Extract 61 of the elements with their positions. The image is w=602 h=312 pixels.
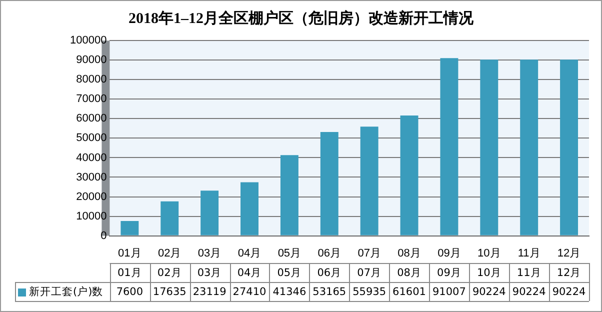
category-label: 04月	[237, 267, 262, 280]
bar	[560, 60, 578, 236]
bar	[200, 190, 219, 236]
x-tick-label: 06月	[318, 247, 342, 260]
y-tick-label: 10000	[76, 210, 107, 222]
x-tick-label: 12月	[557, 247, 581, 260]
bar	[240, 182, 258, 236]
category-label: 08月	[397, 267, 422, 280]
category-label: 03月	[197, 267, 222, 280]
y-tick-label: 30000	[76, 171, 107, 184]
category-label: 01月	[117, 267, 142, 280]
data-label: 41346	[272, 286, 306, 298]
category-label: 05月	[277, 267, 302, 280]
y-tick-label: 80000	[76, 74, 107, 86]
x-tick-label: 04月	[238, 247, 262, 260]
y-tick-label: 0	[100, 230, 107, 242]
data-label: 91007	[432, 286, 466, 298]
y-tick-label: 50000	[76, 132, 107, 144]
data-label: 55935	[352, 286, 386, 298]
category-label: 10月	[476, 267, 502, 280]
data-label: 7600	[116, 286, 144, 298]
category-label: 11月	[516, 267, 542, 280]
x-tick-label: 09月	[438, 247, 461, 260]
y-tick-label: 20000	[76, 190, 107, 203]
bar	[520, 60, 538, 236]
bar	[120, 220, 139, 236]
x-tick-label: 05月	[278, 247, 302, 260]
bar	[440, 58, 458, 236]
y-tick-label: 70000	[76, 93, 107, 106]
legend-label: 新开工套(户)数	[29, 285, 104, 298]
data-label: 61601	[392, 286, 426, 298]
x-tick-label: 07月	[358, 247, 381, 260]
data-label: 17635	[152, 286, 186, 298]
x-tick-label: 08月	[398, 247, 421, 260]
bar	[480, 60, 498, 236]
x-tick-label: 10月	[478, 247, 501, 260]
category-label: 09月	[437, 267, 462, 280]
bar	[280, 155, 298, 236]
data-label: 90224	[552, 286, 586, 298]
x-tick-label: 11月	[518, 247, 540, 260]
y-tick-label: 40000	[76, 152, 107, 164]
data-label: 53165	[312, 286, 346, 298]
data-label: 27410	[232, 286, 266, 298]
data-label: 90224	[472, 286, 506, 298]
y-tick-label: 60000	[76, 112, 107, 125]
chart-title: 2018年1–12月全区棚户区（危旧房）改造新开工情况	[128, 9, 474, 28]
x-tick-label: 03月	[198, 247, 222, 260]
y-tick-label: 90000	[76, 54, 107, 66]
y-tick-label: 100000	[70, 34, 107, 47]
bar	[320, 132, 338, 236]
category-label: 12月	[556, 267, 582, 280]
category-label: 06月	[317, 267, 342, 280]
bar	[160, 201, 179, 236]
data-label: 90224	[512, 286, 546, 298]
bar	[360, 126, 378, 236]
x-tick-label: 01月	[118, 247, 142, 260]
x-tick-label: 02月	[158, 247, 182, 260]
category-label: 07月	[357, 267, 382, 280]
category-label: 02月	[157, 267, 182, 280]
data-label: 23119	[192, 286, 226, 298]
bar	[400, 116, 418, 236]
